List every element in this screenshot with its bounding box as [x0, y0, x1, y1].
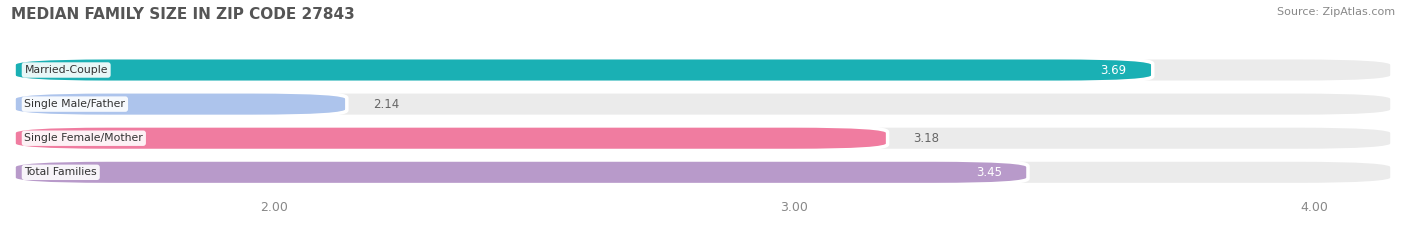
Text: Married-Couple: Married-Couple: [24, 65, 108, 75]
FancyBboxPatch shape: [14, 126, 1392, 151]
Text: Single Male/Father: Single Male/Father: [24, 99, 125, 109]
Text: Single Female/Mother: Single Female/Mother: [24, 133, 143, 143]
FancyBboxPatch shape: [14, 92, 347, 116]
FancyBboxPatch shape: [14, 58, 1153, 82]
Text: MEDIAN FAMILY SIZE IN ZIP CODE 27843: MEDIAN FAMILY SIZE IN ZIP CODE 27843: [11, 7, 354, 22]
Text: Total Families: Total Families: [24, 167, 97, 177]
FancyBboxPatch shape: [14, 92, 1392, 116]
Text: 3.69: 3.69: [1101, 64, 1126, 76]
Text: 3.18: 3.18: [914, 132, 939, 145]
FancyBboxPatch shape: [14, 58, 1392, 82]
Text: 3.45: 3.45: [976, 166, 1002, 179]
FancyBboxPatch shape: [14, 126, 887, 151]
Text: Source: ZipAtlas.com: Source: ZipAtlas.com: [1277, 7, 1395, 17]
FancyBboxPatch shape: [14, 160, 1028, 185]
Text: 2.14: 2.14: [373, 98, 399, 111]
FancyBboxPatch shape: [14, 160, 1392, 185]
